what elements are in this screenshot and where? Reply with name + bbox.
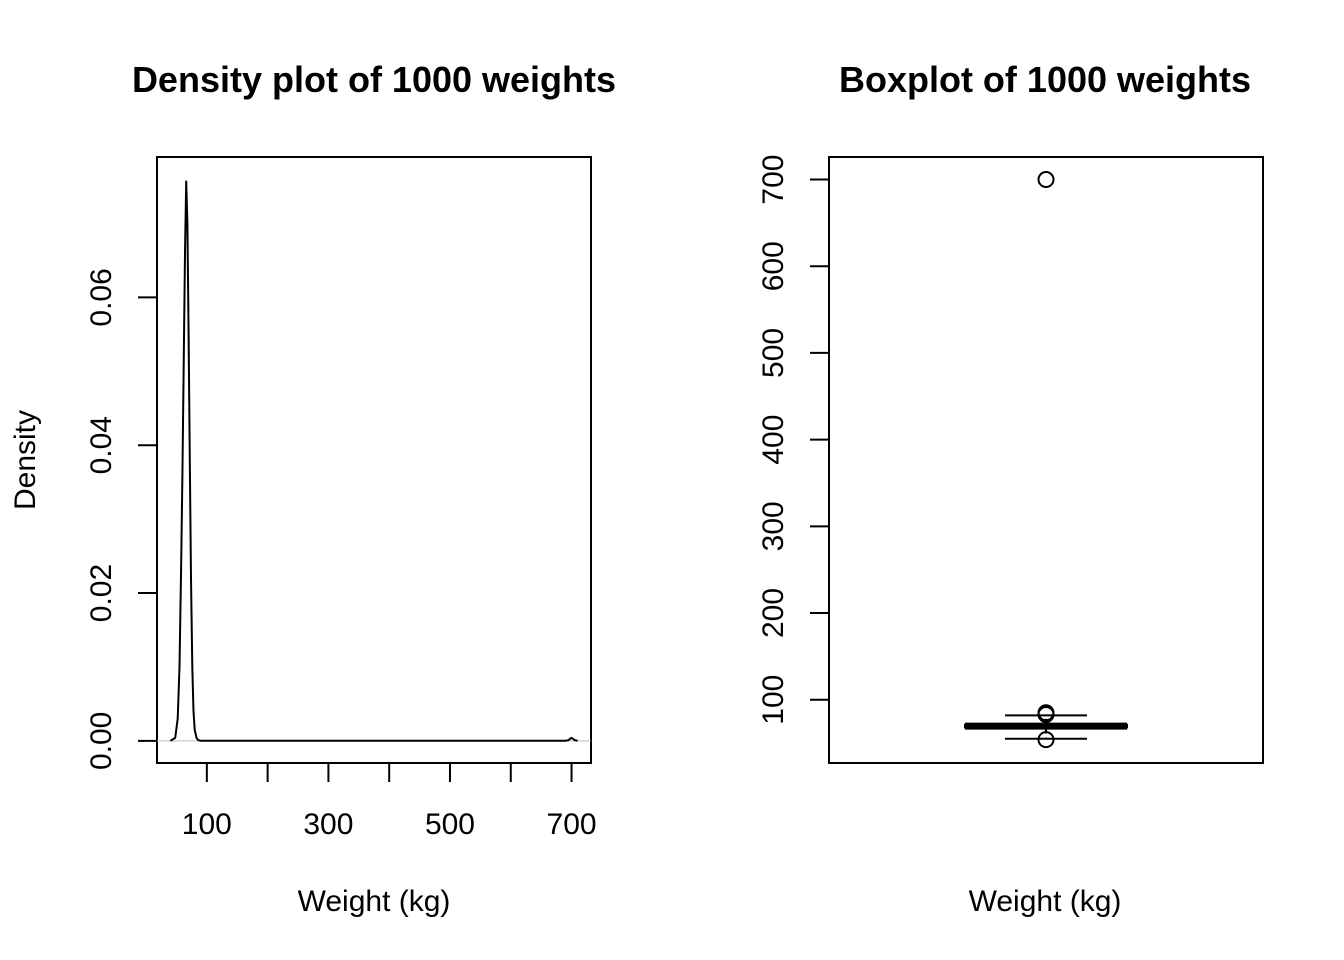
density-plot-frame	[156, 156, 592, 764]
density-y-tick-label: 0.00	[85, 712, 118, 770]
density-series	[157, 180, 591, 742]
density-x-tick-label: 300	[303, 808, 353, 841]
density-y-axis: 0.00 0.02 0.04 0.06	[85, 268, 158, 770]
density-y-tick-label: 0.04	[85, 416, 118, 474]
boxplot-y-tick-label: 500	[757, 328, 790, 378]
boxplot-y-tick-label: 300	[757, 501, 790, 551]
boxplot-panel: Boxplot of 1000 weights 100 200 300 400 500 6…	[757, 59, 1264, 918]
boxplot-outliers	[1037, 171, 1055, 749]
boxplot-title: Boxplot of 1000 weights	[839, 59, 1251, 100]
boxplot-y-tick-label: 400	[757, 415, 790, 465]
density-panel: Density plot of 1000 weights 100 300 500 70…	[9, 59, 616, 918]
density-title: Density plot of 1000 weights	[132, 59, 616, 100]
boxplot-y-tick-label: 600	[757, 241, 790, 291]
density-x-tick-label: 700	[547, 808, 597, 841]
density-x-tick-label: 500	[425, 808, 475, 841]
boxplot-y-tick-label: 700	[757, 155, 790, 205]
boxplot-outlier-point	[1037, 171, 1055, 189]
density-y-label: Density	[9, 410, 42, 510]
boxplot-x-label: Weight (kg)	[969, 885, 1122, 918]
boxplot-y-axis: 100 200 300 400 500 600 700	[757, 155, 830, 725]
boxplot-plot-frame	[828, 156, 1264, 764]
boxplot-y-tick-label: 200	[757, 588, 790, 638]
density-x-axis: 100 300 500 700	[182, 762, 597, 841]
boxplot-outlier-point	[1037, 731, 1055, 749]
boxplot-outlier-point	[1037, 705, 1055, 723]
density-x-tick-label: 100	[182, 808, 232, 841]
density-y-tick-label: 0.02	[85, 564, 118, 622]
density-curve	[169, 180, 578, 742]
boxplot-y-tick-label: 100	[757, 675, 790, 725]
density-x-label: Weight (kg)	[298, 885, 451, 918]
boxplot-box-group	[964, 714, 1128, 740]
density-y-tick-label: 0.06	[85, 268, 118, 326]
